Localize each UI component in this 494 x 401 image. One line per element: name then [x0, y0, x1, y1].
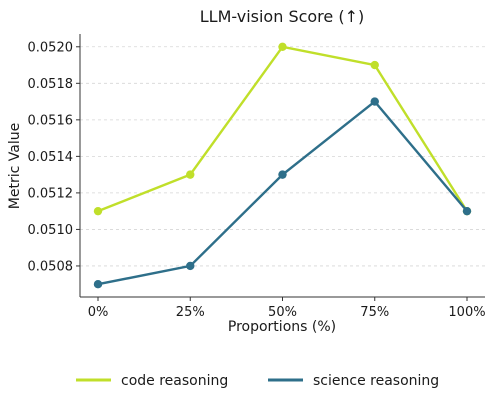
- data-point-code-reasoning: [93, 206, 103, 216]
- data-point-science-reasoning: [93, 280, 103, 289]
- axes: [79, 34, 485, 298]
- x-tick-label: 25%: [176, 305, 205, 320]
- y-tick-label: 0.0512: [28, 186, 74, 201]
- y-tick-label: 0.0516: [28, 113, 74, 128]
- y-tick-label: 0.0514: [28, 150, 74, 165]
- y-tick-label: 0.0518: [28, 77, 74, 92]
- grid-lines: [80, 46, 485, 267]
- y-tick-label: 0.0508: [28, 259, 74, 274]
- series-line-code-reasoning: [97, 45, 469, 213]
- x-tick-label: 75%: [360, 305, 389, 320]
- x-tick-label: 50%: [268, 305, 297, 320]
- data-point-code-reasoning: [278, 42, 287, 51]
- legend-label-code-reasoning: code reasoning: [121, 373, 228, 389]
- x-axis-label: Proportions (%): [228, 319, 336, 335]
- x-ticks: 0% 25% 50% 75% 100%: [88, 297, 486, 320]
- y-tick-label: 0.0520: [28, 40, 74, 55]
- data-point-code-reasoning: [370, 60, 379, 70]
- x-tick-label: 0%: [88, 305, 109, 320]
- data-point-science-reasoning: [186, 261, 195, 271]
- legend-label-science-reasoning: science reasoning: [313, 373, 439, 389]
- data-point-science-reasoning: [370, 97, 379, 106]
- x-tick-label: 100%: [448, 305, 485, 320]
- data-point-science-reasoning: [278, 170, 287, 179]
- data-point-code-reasoning: [186, 170, 195, 179]
- legend: code reasoning science reasoning: [76, 373, 439, 389]
- data-point-science-reasoning: [462, 206, 472, 216]
- chart-title: LLM-vision Score (↑): [200, 7, 364, 26]
- y-axis-label: Metric Value: [7, 123, 23, 209]
- series-group: [93, 42, 472, 289]
- y-ticks: 0.0508 0.0510 0.0512 0.0514 0.0516 0.0518 0.05…: [28, 40, 80, 274]
- y-tick-label: 0.0510: [28, 223, 74, 238]
